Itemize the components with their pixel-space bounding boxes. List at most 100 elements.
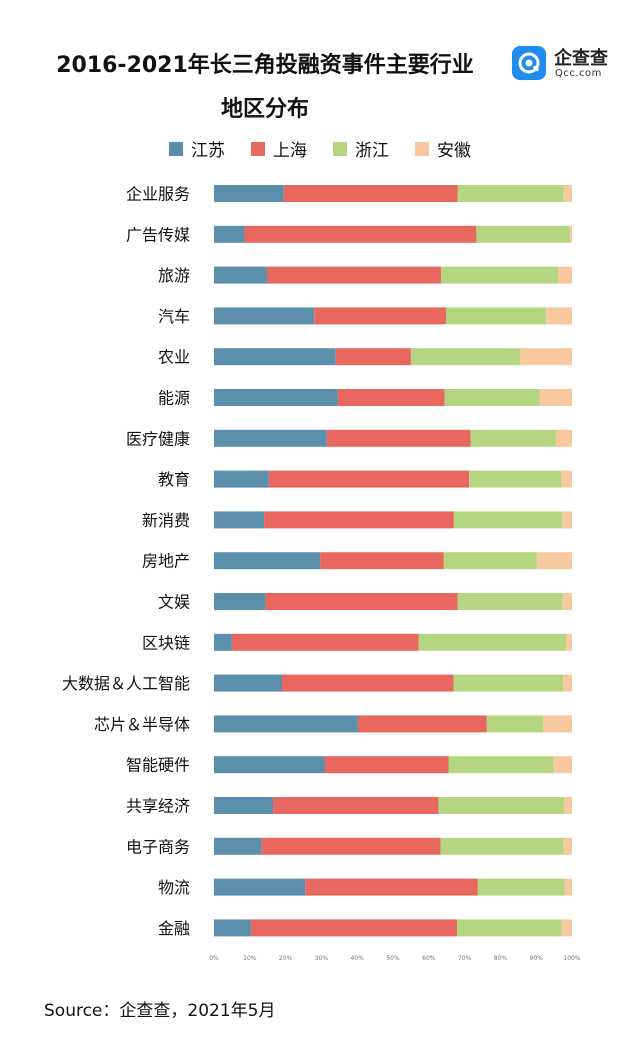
category-label: 旅游 bbox=[158, 266, 190, 285]
bar-segment-1 bbox=[250, 919, 458, 937]
category-label: 能源 bbox=[158, 389, 190, 408]
x-tick-label: 40% bbox=[351, 955, 365, 962]
bar-segment-2 bbox=[457, 593, 563, 610]
bar-segment-0 bbox=[214, 552, 321, 570]
bar-segment-1 bbox=[261, 837, 441, 855]
bar-segment-3 bbox=[563, 674, 572, 692]
bar-segment-0 bbox=[214, 348, 336, 366]
bar-segment-2 bbox=[476, 225, 571, 243]
x-tick-label: 0% bbox=[209, 955, 219, 962]
bar-segment-2 bbox=[418, 633, 567, 651]
bar-segment-3 bbox=[520, 348, 572, 366]
bar-segment-0 bbox=[214, 715, 358, 733]
bar-segment-2 bbox=[410, 348, 521, 366]
legend-item-1: 上海 bbox=[251, 136, 307, 161]
bar-segment-0 bbox=[214, 674, 283, 692]
category-label: 智能硬件 bbox=[126, 756, 190, 775]
bar-segment-3 bbox=[553, 756, 572, 774]
bar-segment-1 bbox=[320, 552, 444, 570]
bar-segment-0 bbox=[214, 878, 306, 896]
bar-segment-2 bbox=[444, 389, 540, 406]
category-label: 医疗健康 bbox=[126, 429, 190, 448]
bar-segment-1 bbox=[335, 348, 411, 366]
bar-segment-0 bbox=[214, 429, 327, 447]
bar-segment-3 bbox=[558, 266, 572, 284]
bar-segment-0 bbox=[214, 633, 232, 651]
bar-segment-2 bbox=[443, 552, 537, 570]
category-label: 汽车 bbox=[158, 307, 190, 326]
qcc-logo: 企查查 Qcc.com bbox=[512, 46, 622, 86]
x-tick-label: 50% bbox=[386, 955, 400, 962]
category-label: 大数据＆人工智能 bbox=[62, 674, 190, 693]
bar-segment-0 bbox=[214, 756, 325, 774]
bar-segment-3 bbox=[562, 593, 572, 610]
bar-segment-2 bbox=[448, 756, 554, 774]
bar-segment-3 bbox=[536, 552, 572, 570]
bar-segment-0 bbox=[214, 185, 284, 202]
bar-segment-3 bbox=[543, 715, 572, 733]
legend-item-0: 江苏 bbox=[169, 136, 225, 161]
x-tick-label: 60% bbox=[422, 955, 436, 962]
x-tick-label: 90% bbox=[530, 955, 544, 962]
bar-segment-3 bbox=[546, 307, 572, 325]
bar-segment-3 bbox=[555, 429, 572, 447]
bar-segment-2 bbox=[457, 919, 562, 937]
bar-segment-1 bbox=[337, 389, 445, 406]
source-note: Source：企查查，2021年5月 bbox=[44, 1001, 276, 1021]
category-label: 物流 bbox=[158, 878, 190, 897]
bar-segment-1 bbox=[314, 307, 446, 325]
bar-segment-2 bbox=[477, 878, 565, 896]
category-label: 共享经济 bbox=[126, 797, 190, 816]
bar-segment-1 bbox=[231, 633, 419, 651]
bar-segment-0 bbox=[214, 919, 251, 937]
bar-segment-2 bbox=[453, 674, 564, 692]
bar-segment-1 bbox=[283, 185, 458, 202]
legend-label: 江苏 bbox=[191, 141, 225, 161]
bar-segment-3 bbox=[564, 797, 572, 814]
chart-legend: 江苏 上海 浙江 安徽 bbox=[0, 136, 640, 161]
bar-segment-2 bbox=[469, 470, 562, 488]
bar-segment-0 bbox=[214, 593, 266, 610]
bar-segment-3 bbox=[564, 878, 572, 896]
category-label: 农业 bbox=[158, 348, 190, 367]
x-tick-label: 10% bbox=[243, 955, 257, 962]
bar-segment-2 bbox=[438, 797, 565, 814]
bar-segment-1 bbox=[282, 674, 454, 692]
bar-segment-0 bbox=[214, 837, 262, 855]
legend-item-2: 浙江 bbox=[333, 136, 389, 161]
category-label: 区块链 bbox=[142, 633, 190, 652]
x-tick-label: 100% bbox=[563, 955, 580, 962]
legend-swatch bbox=[333, 141, 347, 156]
bar-segment-2 bbox=[445, 307, 547, 325]
bar-segment-3 bbox=[563, 837, 572, 855]
bar-segment-1 bbox=[324, 756, 449, 774]
bar-segment-2 bbox=[440, 266, 559, 284]
bar-segment-1 bbox=[264, 511, 454, 529]
bar-segment-1 bbox=[357, 715, 487, 733]
bar-segment-3 bbox=[561, 470, 572, 488]
category-label: 芯片＆半导体 bbox=[94, 715, 190, 734]
x-tick-label: 80% bbox=[494, 955, 508, 962]
bar-segment-1 bbox=[305, 878, 478, 896]
category-label: 新消费 bbox=[142, 511, 190, 530]
bar-segment-3 bbox=[561, 919, 572, 937]
bar-segment-0 bbox=[214, 307, 315, 325]
bar-segment-3 bbox=[570, 225, 572, 243]
legend-label: 上海 bbox=[273, 141, 307, 161]
bar-segment-1 bbox=[265, 593, 458, 610]
bar-segment-0 bbox=[214, 797, 274, 814]
x-tick-label: 20% bbox=[279, 955, 293, 962]
category-label: 房地产 bbox=[142, 552, 190, 571]
bar-segment-2 bbox=[470, 429, 556, 447]
bar-segment-0 bbox=[214, 266, 267, 284]
bar-segment-0 bbox=[214, 225, 245, 243]
bar-segment-0 bbox=[214, 389, 338, 406]
bar-segment-2 bbox=[457, 185, 564, 202]
bar-segment-3 bbox=[563, 185, 572, 202]
chart-title-line1: 2016-2021年长三角投融资事件主要行业 bbox=[56, 53, 474, 78]
category-label: 文娱 bbox=[158, 593, 190, 612]
chart-title-line2: 地区分布 bbox=[220, 97, 309, 122]
bar-segment-2 bbox=[440, 837, 564, 855]
stacked-bar-chart: 企业服务广告传媒旅游汽车农业能源医疗健康教育新消费房地产文娱区块链大数据＆人工智… bbox=[62, 185, 581, 963]
category-label: 电子商务 bbox=[126, 837, 190, 856]
